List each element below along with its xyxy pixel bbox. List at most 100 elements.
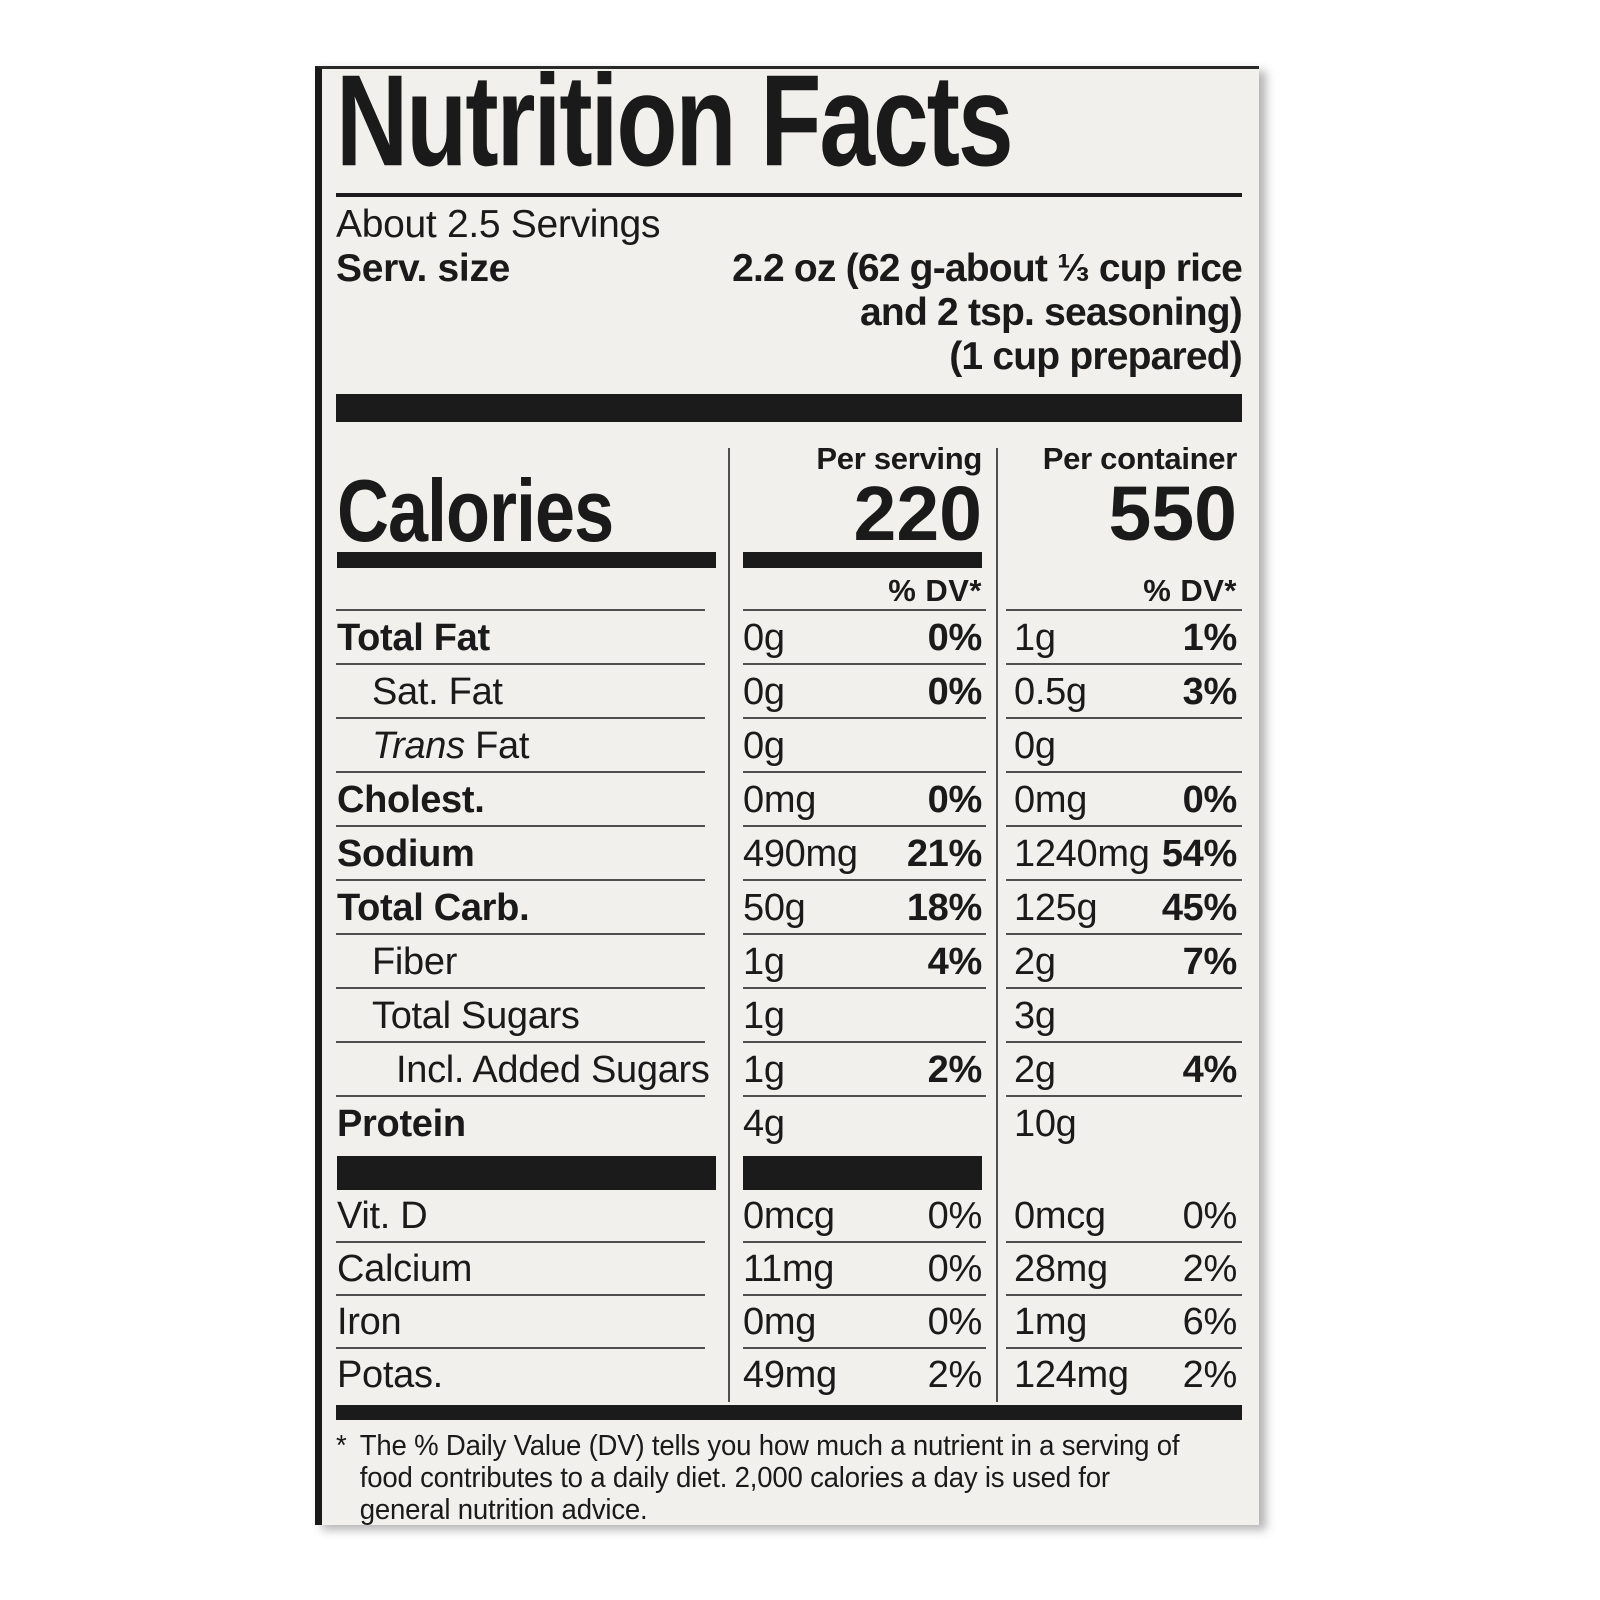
nutrient-rows: Total Fat 0g 0% 1g 1% Sat. Fat 0g 0% 0.5g 3% Trans… bbox=[336, 611, 1242, 1151]
dv-header-container: % DV* bbox=[1143, 573, 1237, 608]
dv-per-serving: 0% bbox=[927, 1301, 983, 1343]
amount-per-container: 0mcg bbox=[1014, 1195, 1106, 1237]
vitamin-rows: Vit. D 0mcg 0% 0mcg 0% Calcium 11mg 0% 28mg 2% Iro… bbox=[336, 1190, 1242, 1402]
calories-per-container-value: 550 bbox=[1108, 471, 1237, 557]
vitamin-row: Vit. D 0mcg 0% 0mcg 0% bbox=[336, 1190, 1242, 1243]
dv-per-serving: 0% bbox=[927, 670, 983, 713]
vitamin-row: Potas. 49mg 2% 124mg 2% bbox=[336, 1349, 1242, 1402]
footnote-asterisk: * bbox=[336, 1430, 347, 1462]
nutrient-name-cell: Cholest. bbox=[336, 773, 728, 827]
per-container-cell: 2g 4% bbox=[996, 1043, 1242, 1097]
dv-per-container: 0% bbox=[1182, 778, 1238, 821]
dv-per-container: 3% bbox=[1182, 670, 1238, 713]
vitamin-row: Calcium 11mg 0% 28mg 2% bbox=[336, 1243, 1242, 1296]
nutrient-name: Iron bbox=[337, 1301, 402, 1343]
serving-size-label: Serv. size bbox=[336, 247, 511, 290]
amount-per-container: 28mg bbox=[1014, 1248, 1108, 1290]
nutrient-row: Sodium 490mg 21% 1240mg 54% bbox=[336, 827, 1242, 881]
dv-per-serving: 18% bbox=[906, 886, 982, 929]
dv-header-serving: % DV* bbox=[888, 573, 982, 608]
nutrient-row: Total Carb. 50g 18% 125g 45% bbox=[336, 881, 1242, 935]
amount-per-container: 10g bbox=[1014, 1102, 1077, 1145]
per-container-cell: 0mcg 0% bbox=[996, 1190, 1242, 1243]
nutrient-name-cell: Calcium bbox=[336, 1243, 728, 1296]
amount-per-container: 0mg bbox=[1014, 778, 1088, 821]
dv-per-serving: 2% bbox=[927, 1354, 983, 1396]
dv-per-container: 0% bbox=[1182, 1195, 1238, 1237]
column-divider bbox=[996, 448, 998, 1402]
dv-per-serving: 0% bbox=[927, 778, 983, 821]
nutrient-name: Vit. D bbox=[337, 1195, 428, 1237]
per-serving-cell: 490mg 21% bbox=[728, 827, 996, 881]
daily-value-header-row: % DV* % DV* bbox=[336, 568, 1242, 611]
amount-per-container: 2g bbox=[1014, 940, 1056, 983]
amount-per-container: 1mg bbox=[1014, 1301, 1088, 1343]
amount-per-container: 1240mg bbox=[1014, 832, 1150, 875]
per-container-cell: 0mg 0% bbox=[996, 773, 1242, 827]
per-serving-cell: 1g bbox=[728, 989, 996, 1043]
nutrient-name: Trans Fat bbox=[372, 724, 530, 767]
serving-size-value: 2.2 oz (62 g-about ⅓ cup rice and 2 tsp.… bbox=[510, 247, 1243, 379]
per-container-cell: 1mg 6% bbox=[996, 1296, 1242, 1349]
amount-per-serving: 0mg bbox=[743, 778, 817, 821]
amount-per-serving: 4g bbox=[743, 1102, 785, 1145]
footnote: * The % Daily Value (DV) tells you how mu… bbox=[336, 1430, 1197, 1526]
amount-per-serving: 0mcg bbox=[743, 1195, 835, 1237]
column-divider bbox=[728, 448, 730, 1402]
amount-per-container: 2g bbox=[1014, 1048, 1056, 1091]
amount-per-container: 125g bbox=[1014, 886, 1098, 929]
dv-per-container: 6% bbox=[1182, 1301, 1238, 1343]
per-serving-cell: 0mcg 0% bbox=[728, 1190, 996, 1243]
nutrient-name: Protein bbox=[337, 1102, 466, 1145]
nutrient-name-cell: Total Sugars bbox=[336, 989, 728, 1043]
nutrient-name: Total Fat bbox=[337, 616, 490, 659]
amount-per-serving: 50g bbox=[743, 886, 806, 929]
dv-per-container: 4% bbox=[1182, 1048, 1238, 1091]
nutrient-row: Trans Fat 0g 0g bbox=[336, 719, 1242, 773]
nutrient-name: Calcium bbox=[337, 1248, 473, 1290]
amount-per-container: 0.5g bbox=[1014, 670, 1087, 713]
per-container-cell: 124mg 2% bbox=[996, 1349, 1242, 1402]
per-container-cell: 125g 45% bbox=[996, 881, 1242, 935]
nutrient-name-cell: Iron bbox=[336, 1296, 728, 1349]
nutrient-name: Sat. Fat bbox=[372, 670, 503, 713]
per-serving-cell: 0g 0% bbox=[728, 665, 996, 719]
dv-per-container: 1% bbox=[1182, 616, 1238, 659]
amount-per-serving: 0g bbox=[743, 670, 785, 713]
nutrient-name-cell: Incl. Added Sugars bbox=[336, 1043, 728, 1097]
amount-per-serving: 1g bbox=[743, 1048, 785, 1091]
per-serving-cell: 1g 4% bbox=[728, 935, 996, 989]
calories-bar-row bbox=[336, 552, 1242, 568]
nutrient-name: Total Sugars bbox=[372, 994, 580, 1037]
per-serving-cell: 50g 18% bbox=[728, 881, 996, 935]
nutrition-facts-label: Nutrition Facts About 2.5 Servings Serv.… bbox=[315, 56, 1259, 1526]
per-serving-cell: 4g bbox=[728, 1097, 996, 1151]
per-serving-cell: 0g bbox=[728, 719, 996, 773]
nutrient-row: Total Sugars 1g 3g bbox=[336, 989, 1242, 1043]
calories-per-serving-value: 220 bbox=[853, 471, 982, 557]
nutrient-name-cell: Total Fat bbox=[336, 611, 728, 665]
nutrient-name: Fiber bbox=[372, 940, 458, 983]
amount-per-container: 0g bbox=[1014, 724, 1056, 767]
header-separator-bar bbox=[336, 394, 1242, 422]
per-serving-cell: 0mg 0% bbox=[728, 1296, 996, 1349]
footnote-line: * The % Daily Value (DV) tells you how mu… bbox=[336, 1430, 1180, 1462]
footnote-line: food contributes to a daily diet. 2,000 … bbox=[359, 1462, 1110, 1494]
per-container-cell: 2g 7% bbox=[996, 935, 1242, 989]
per-container-header: Per container bbox=[1042, 441, 1238, 476]
dv-per-serving: 21% bbox=[906, 832, 982, 875]
per-serving-cell: 11mg 0% bbox=[728, 1243, 996, 1296]
dv-per-container: 7% bbox=[1182, 940, 1238, 983]
nutrient-row: Protein 4g 10g bbox=[336, 1097, 1242, 1151]
servings-per-container: About 2.5 Servings bbox=[336, 203, 661, 246]
serving-size-line: 2.2 oz (62 g-about ⅓ cup rice bbox=[732, 247, 1243, 290]
vitamin-row: Iron 0mg 0% 1mg 6% bbox=[336, 1296, 1242, 1349]
per-serving-cell: 0g 0% bbox=[728, 611, 996, 665]
nutrient-name: Potas. bbox=[337, 1354, 443, 1396]
amount-per-serving: 1g bbox=[743, 994, 785, 1037]
nutrient-name-cell: Trans Fat bbox=[336, 719, 728, 773]
nutrient-name-cell: Vit. D bbox=[336, 1190, 728, 1243]
per-serving-cell: 0mg 0% bbox=[728, 773, 996, 827]
amount-per-serving: 490mg bbox=[743, 832, 858, 875]
per-container-cell: 3g bbox=[996, 989, 1242, 1043]
